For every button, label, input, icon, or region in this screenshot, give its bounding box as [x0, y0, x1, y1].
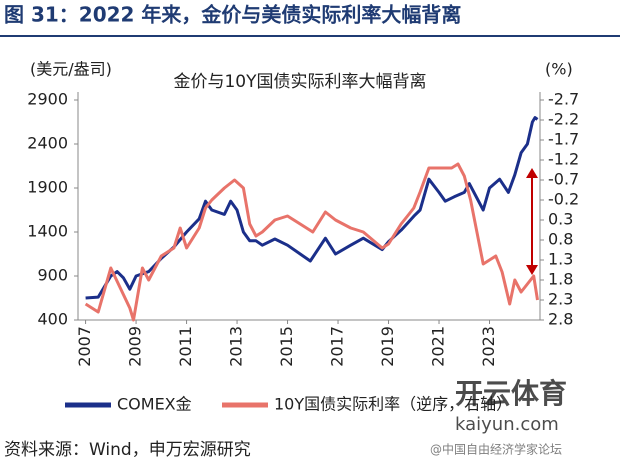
x-tick-label: 2007: [75, 326, 94, 367]
y-tick-label: 1400: [27, 222, 68, 241]
y2-tick-label: -0.2: [548, 190, 579, 209]
y2-tick-label: -2.2: [548, 110, 579, 129]
y-tick-label: 2900: [27, 90, 68, 109]
y2-tick-label: 2.8: [548, 310, 573, 329]
y2-tick-label: 0.8: [548, 230, 573, 249]
y2-axis-label: (%): [545, 60, 573, 79]
chart-title: 金价与10Y国债实际利率大幅背离: [173, 72, 426, 92]
y2-tick-label: -2.7: [548, 90, 579, 109]
x-tick-label: 2019: [378, 326, 397, 367]
y-tick-label: 1900: [27, 178, 68, 197]
series-line: [84, 162, 539, 322]
x-tick-label: 2013: [227, 326, 246, 367]
watermark: 开云体育 kaiyun.com @中国自由经济学家论坛: [430, 377, 567, 457]
x-tick-label: 2011: [176, 326, 195, 367]
y2-tick-label: -1.2: [548, 150, 579, 169]
y-axis-label: (美元/盎司): [30, 60, 112, 79]
arrow-head: [526, 265, 538, 275]
arrow-head: [526, 168, 538, 178]
y2-tick-label: 0.3: [548, 210, 573, 229]
y-tick-label: 400: [37, 310, 68, 329]
x-tick-label: 2017: [328, 326, 347, 367]
watermark-site: kaiyun.com: [455, 414, 559, 435]
watermark-brand: 开云体育: [455, 377, 567, 410]
watermark-credit: @中国自由经济学家论坛: [430, 442, 562, 457]
y2-tick-label: -1.7: [548, 130, 579, 149]
legend-label: 10Y国债实际利率（逆序，右轴）: [274, 395, 512, 414]
y-tick-label: 900: [37, 266, 68, 285]
source: 资料来源：Wind，申万宏源研究: [4, 440, 251, 460]
y2-tick-label: 1.8: [548, 270, 573, 289]
y2-tick-label: 2.3: [548, 290, 573, 309]
x-tick-label: 2015: [277, 326, 296, 367]
y2-tick-label: -0.7: [548, 170, 579, 189]
y-tick-label: 2400: [27, 134, 68, 153]
figure-title: 图 31：2022 年来，金价与美债实际利率大幅背离: [4, 3, 461, 27]
x-tick-label: 2021: [429, 326, 448, 367]
x-tick-label: 2009: [126, 326, 145, 367]
legend-label: COMEX金: [117, 395, 192, 414]
y2-tick-label: 1.3: [548, 250, 573, 269]
x-tick-label: 2023: [479, 326, 498, 367]
